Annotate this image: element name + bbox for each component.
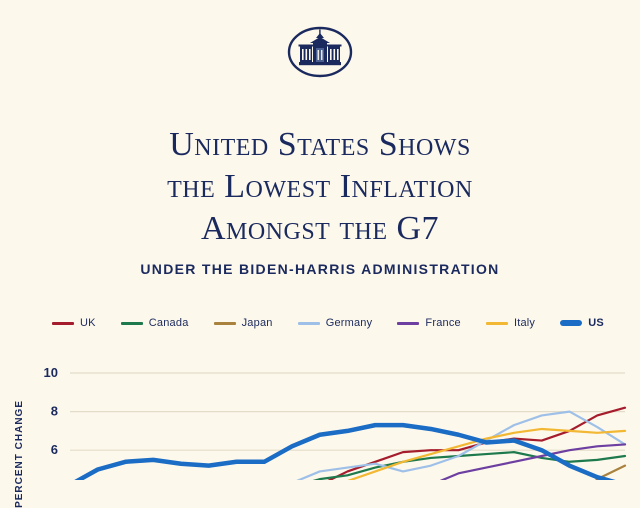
series-line-germany xyxy=(296,410,627,480)
seal-container xyxy=(0,24,640,80)
series-line-france xyxy=(439,443,627,480)
legend-item-france[interactable]: France xyxy=(397,317,461,329)
series-line-us xyxy=(74,422,616,480)
legend-swatch-japan xyxy=(213,321,236,325)
legend-item-canada[interactable]: Canada xyxy=(120,317,189,329)
chart-gridlines xyxy=(70,372,625,451)
page-title: United States Shows the Lowest Inflation… xyxy=(0,124,640,250)
infographic-page: United States Shows the Lowest Inflation… xyxy=(0,24,640,508)
legend-label-germany: Germany xyxy=(325,317,373,329)
legend-item-italy[interactable]: Italy xyxy=(485,317,536,329)
legend-swatch-canada xyxy=(120,321,143,325)
legend-label-uk: UK xyxy=(80,317,96,329)
legend-swatch-germany xyxy=(297,321,320,325)
chart-legend: UK Canada Japan Germany France Italy US xyxy=(52,314,604,332)
legend-swatch-italy xyxy=(485,321,508,325)
legend-label-us: US xyxy=(588,317,604,329)
chart-series-lines xyxy=(74,406,627,480)
chart-y-tick-labels: 10 8 6 xyxy=(44,365,58,457)
legend-item-japan[interactable]: Japan xyxy=(213,317,273,329)
white-house-seal-icon xyxy=(287,26,353,78)
legend-swatch-us xyxy=(560,320,583,326)
legend-item-germany[interactable]: Germany xyxy=(297,317,373,329)
legend-swatch-france xyxy=(397,321,420,325)
title-line-2: the Lowest Inflation xyxy=(167,168,473,205)
title-line-3: Amongst the G7 xyxy=(200,210,440,247)
page-subtitle: UNDER THE BIDEN-HARRIS ADMINISTRATION xyxy=(140,261,500,277)
legend-item-uk[interactable]: UK xyxy=(52,317,96,329)
legend-label-canada: Canada xyxy=(148,317,189,329)
series-line-uk xyxy=(327,406,627,480)
y-tick-label: 8 xyxy=(51,404,58,419)
chart-canvas: 10 8 6 xyxy=(44,365,627,480)
legend-swatch-uk xyxy=(52,321,74,325)
legend-item-us[interactable]: US xyxy=(560,317,604,329)
title-line-1: United States Shows xyxy=(169,126,471,163)
series-line-italy xyxy=(347,427,627,480)
y-tick-label: 6 xyxy=(51,442,58,457)
legend-label-italy: Italy xyxy=(513,317,536,329)
series-line-canada xyxy=(312,451,627,480)
legend-label-france: France xyxy=(425,317,461,329)
line-chart: 10 8 6 xyxy=(0,352,640,480)
y-tick-label: 10 xyxy=(44,365,58,380)
legend-label-japan: Japan xyxy=(241,317,273,329)
